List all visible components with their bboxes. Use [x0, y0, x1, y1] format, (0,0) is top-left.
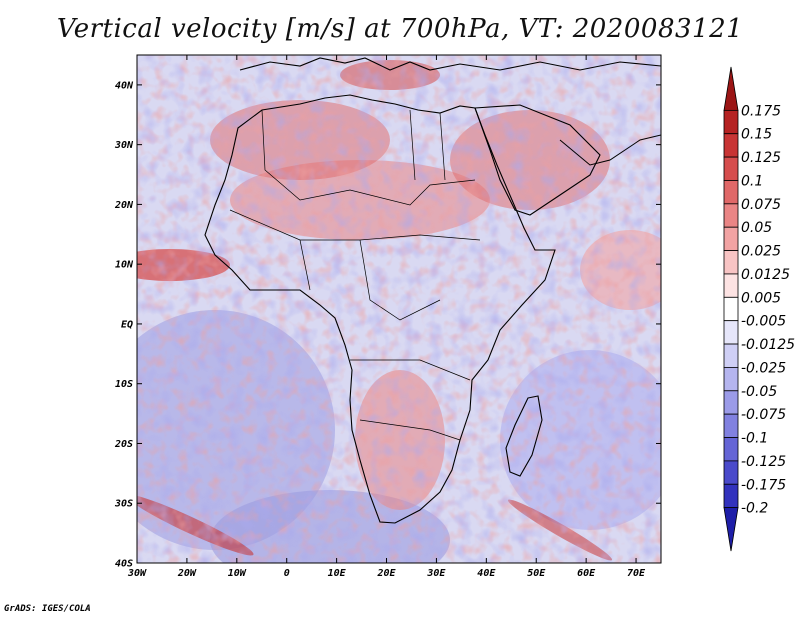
colorbar-swatch	[723, 437, 739, 462]
colorbar-label: -0.075	[741, 407, 786, 423]
colorbar-label: 0.125	[741, 150, 781, 166]
colorbar-top-arrow	[723, 66, 739, 111]
colorbar-label: 0.005	[741, 290, 781, 306]
colorbar-label: -0.0125	[741, 337, 795, 353]
country-borders	[229, 109, 481, 441]
map-title: Vertical velocity [m/s] at 700hPa, VT: 2…	[56, 14, 744, 44]
lat-tick-label: 20S	[114, 439, 133, 450]
lon-tick-label: 30E	[426, 568, 446, 579]
colorbar-label: -0.025	[741, 360, 786, 376]
colorbar-swatch	[723, 133, 739, 158]
colorbar-swatch	[723, 296, 739, 322]
lon-tick-label: 10E	[328, 568, 347, 579]
lat-tick-label: 30N	[114, 140, 134, 151]
colorbar-swatch	[723, 250, 739, 275]
colorbar-swatch	[723, 343, 739, 368]
colorbar-label: 0.1	[741, 173, 763, 189]
lon-tick-label: 60E	[577, 568, 596, 579]
colorbar-label: 0.15	[741, 127, 772, 143]
grads-credit: GrADS: IGES/COLA	[4, 604, 91, 614]
colorbar-label: 0.075	[741, 197, 781, 213]
lon-tick-label: 10W	[228, 568, 247, 579]
coastline-arabia	[474, 104, 601, 216]
colorbar-label: 0.05	[741, 220, 772, 236]
lat-tick-label: 20N	[114, 200, 134, 211]
colorbar-swatch	[723, 273, 739, 298]
colorbar-label: 0.175	[741, 103, 781, 119]
lat-tick-label: 40N	[115, 80, 134, 91]
lat-tick-label: EQ	[121, 319, 133, 330]
colorbar-label: -0.175	[741, 477, 786, 493]
colorbar-swatch	[723, 460, 739, 485]
lon-tick-label: 40E	[477, 568, 496, 579]
coastline-madagascar	[505, 395, 543, 477]
lat-tick-label: 30S	[114, 499, 133, 510]
colorbar-bottom-arrow	[723, 507, 739, 552]
map-frame	[136, 54, 662, 564]
colorbar-swatch	[723, 109, 739, 135]
lon-tick-label: 20E	[376, 568, 396, 579]
lat-tick-label: 40S	[115, 559, 133, 570]
colorbar-label: 0.025	[741, 244, 781, 260]
colorbar-swatch	[723, 203, 739, 228]
lat-tick-label: 10S	[115, 379, 133, 390]
colorbar-label: 0.0125	[741, 267, 790, 283]
lat-tick-label: 10N	[115, 260, 134, 271]
lon-tick-label: 0	[284, 568, 290, 579]
colorbar-label: -0.1	[741, 431, 768, 447]
colorbar-swatch	[723, 156, 739, 181]
colorbar-swatch	[723, 367, 739, 392]
colorbar-swatch	[723, 180, 739, 205]
colorbar: 0.175 0.15 0.125 0.1 0.075 0.05 0.025 0.0125 0.0…	[723, 66, 795, 552]
lon-tick-label: 70E	[627, 568, 646, 579]
latitude-axis: 40N 30N 20N 10N EQ 10S 20S 30S 40S	[114, 80, 661, 570]
lon-tick-label: 20W	[177, 568, 197, 579]
velocity-field-texture	[137, 55, 661, 563]
lon-tick-label: 30W	[127, 568, 147, 579]
coastline-europe	[239, 57, 661, 71]
coastline-persian-gulf	[559, 134, 661, 166]
colorbar-swatch	[723, 483, 739, 509]
colorbar-swatch	[723, 320, 739, 345]
colorbar-label: -0.125	[741, 454, 786, 470]
colorbar-label: -0.05	[741, 384, 777, 400]
colorbar-swatch	[723, 413, 739, 438]
lon-tick-label: 50E	[527, 568, 546, 579]
colorbar-swatch	[723, 226, 739, 251]
colorbar-label: -0.005	[741, 314, 786, 330]
colorbar-label: -0.2	[741, 501, 768, 517]
longitude-axis: 30W 20W 10W 0 10E 20E 30E 40E 50E 60E 70E	[127, 55, 646, 579]
colorbar-swatch	[723, 390, 739, 415]
